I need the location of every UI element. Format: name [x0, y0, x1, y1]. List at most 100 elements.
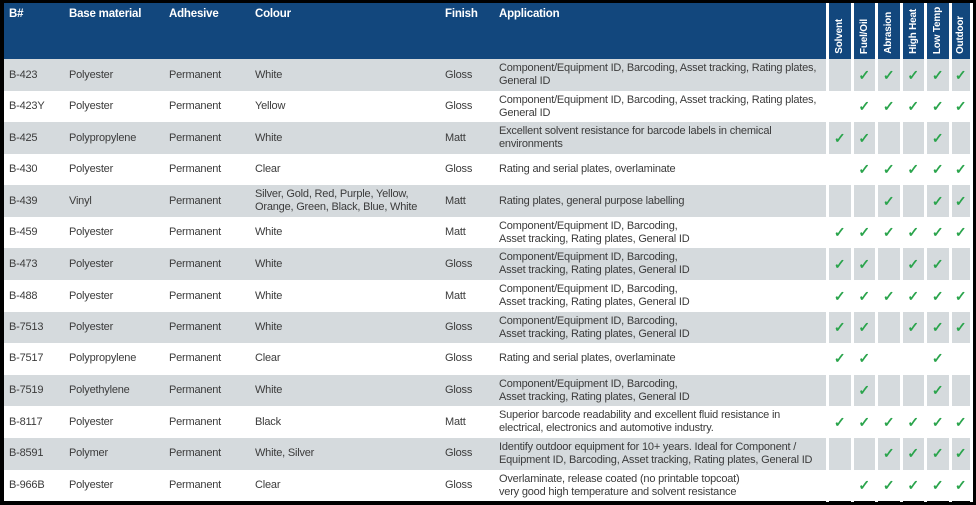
check-mark-icon: ✓	[875, 216, 900, 249]
cell-finish: Gloss	[445, 479, 473, 492]
cell-finish: Gloss	[445, 68, 473, 81]
table-row: B-430 Polyester Permanent Clear Gloss Ra…	[4, 153, 973, 186]
cell-base-material: Polypropylene	[69, 352, 137, 365]
table-row: B-473 Polyester Permanent White Gloss Co…	[4, 248, 973, 281]
vertical-header-label: Fuel/Oil	[858, 18, 870, 54]
cell-colour: White	[255, 131, 283, 144]
cell-application: Rating plates, general purpose labelling	[499, 194, 685, 207]
cell-base-material: Polyester	[69, 226, 114, 239]
check-cell-empty	[826, 90, 851, 123]
check-mark-icon: ✓	[875, 153, 900, 186]
check-cell-empty	[826, 469, 851, 502]
check-mark-icon: ✓	[850, 153, 876, 186]
table-row: B-439 Vinyl Permanent Silver, Gold, Red,…	[4, 185, 973, 218]
cell-adhesive: Permanent	[169, 289, 222, 302]
cell-base-material: Polyester	[69, 257, 114, 270]
cell-base-material: Polypropylene	[69, 131, 137, 144]
cell-finish: Gloss	[445, 100, 473, 113]
check-cell-empty	[850, 185, 876, 218]
cell-colour: White	[255, 226, 283, 239]
check-mark-icon: ✓	[899, 469, 925, 502]
cell-adhesive: Permanent	[169, 447, 222, 460]
check-mark-icon: ✓	[850, 343, 876, 375]
cell-finish: Gloss	[445, 352, 473, 365]
check-cell-empty	[899, 185, 925, 218]
cell-finish: Matt	[445, 131, 466, 144]
check-cell-empty	[875, 343, 900, 375]
cell-b-number: B-7517	[9, 352, 44, 365]
column-header-outdoor: Outdoor	[948, 3, 973, 59]
cell-finish: Gloss	[445, 321, 473, 334]
check-mark-icon: ✓	[948, 311, 973, 344]
vertical-header-label: Solvent	[834, 19, 846, 54]
cell-colour: White	[255, 289, 283, 302]
cell-application: Component/Equipment ID, Barcoding, Asset…	[499, 377, 690, 403]
check-cell-empty	[899, 374, 925, 407]
cell-finish: Gloss	[445, 447, 473, 460]
cell-base-material: Polyester	[69, 415, 114, 428]
table-row: B-488 Polyester Permanent White Matt Com…	[4, 280, 973, 313]
check-mark-icon: ✓	[924, 437, 949, 470]
check-mark-icon: ✓	[899, 437, 925, 470]
cell-colour: Silver, Gold, Red, Purple, Yellow, Orang…	[255, 188, 418, 214]
check-cell-empty	[875, 248, 900, 281]
cell-adhesive: Permanent	[169, 163, 222, 176]
cell-b-number: B-7513	[9, 321, 44, 334]
cell-colour: Clear	[255, 163, 281, 176]
check-mark-icon: ✓	[899, 406, 925, 439]
cell-application: Component/Equipment ID, Barcoding, Asset…	[499, 219, 690, 245]
column-header-high-heat: High Heat	[899, 3, 924, 59]
check-cell-empty	[948, 122, 973, 155]
check-mark-icon: ✓	[875, 469, 900, 502]
cell-application: Overlaminate, release coated (no printab…	[499, 472, 740, 498]
check-mark-icon: ✓	[899, 248, 925, 281]
cell-adhesive: Permanent	[169, 131, 222, 144]
check-cell-empty	[948, 343, 973, 375]
check-mark-icon: ✓	[948, 59, 973, 91]
cell-adhesive: Permanent	[169, 352, 222, 365]
table-row: B-8591 Polymer Permanent White, Silver G…	[4, 437, 973, 470]
column-header-solvent: Solvent	[826, 3, 851, 59]
check-mark-icon: ✓	[948, 90, 973, 123]
check-mark-icon: ✓	[948, 437, 973, 470]
check-mark-icon: ✓	[924, 248, 949, 281]
check-mark-icon: ✓	[924, 343, 949, 375]
cell-finish: Gloss	[445, 384, 473, 397]
cell-finish: Matt	[445, 194, 466, 207]
check-mark-icon: ✓	[924, 469, 949, 502]
cell-application: Superior barcode readability and excelle…	[499, 409, 781, 435]
check-mark-icon: ✓	[850, 406, 876, 439]
column-header-b-number: B#	[4, 3, 64, 59]
check-mark-icon: ✓	[924, 311, 949, 344]
vertical-header-label: Abrasion	[883, 12, 895, 54]
check-cell-empty	[875, 374, 900, 407]
cell-b-number: B-423Y	[9, 100, 45, 113]
table-row: B-966B Polyester Permanent Clear Gloss O…	[4, 469, 973, 502]
cell-b-number: B-423	[9, 68, 38, 81]
check-mark-icon: ✓	[826, 122, 851, 155]
vertical-header-label: Outdoor	[955, 15, 967, 54]
cell-adhesive: Permanent	[169, 479, 222, 492]
check-mark-icon: ✓	[899, 311, 925, 344]
check-mark-icon: ✓	[924, 216, 949, 249]
check-mark-icon: ✓	[948, 406, 973, 439]
check-mark-icon: ✓	[899, 280, 925, 313]
column-header-fuel-oil: Fuel/Oil	[850, 3, 875, 59]
check-mark-icon: ✓	[875, 185, 900, 218]
vertical-header-label: Low Temp	[932, 6, 944, 54]
check-cell-empty	[826, 185, 851, 218]
cell-base-material: Polyester	[69, 321, 114, 334]
check-cell-empty	[826, 153, 851, 186]
check-mark-icon: ✓	[948, 185, 973, 218]
check-mark-icon: ✓	[875, 280, 900, 313]
check-mark-icon: ✓	[850, 248, 876, 281]
column-header-abrasion: Abrasion	[875, 3, 900, 59]
cell-base-material: Polyethylene	[69, 384, 130, 397]
check-mark-icon: ✓	[826, 406, 851, 439]
cell-base-material: Polyester	[69, 100, 114, 113]
check-mark-icon: ✓	[924, 280, 949, 313]
table-row: B-423 Polyester Permanent White Gloss Co…	[4, 59, 973, 91]
check-mark-icon: ✓	[875, 90, 900, 123]
column-header-colour: Colour	[250, 3, 440, 59]
cell-adhesive: Permanent	[169, 384, 222, 397]
